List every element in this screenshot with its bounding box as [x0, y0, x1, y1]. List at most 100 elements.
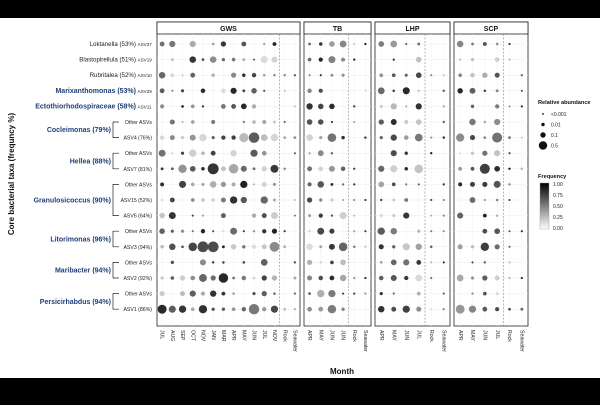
legend-size-label: 0.1 [551, 133, 558, 139]
data-point [317, 181, 324, 188]
data-point [430, 261, 433, 264]
data-point [307, 259, 313, 265]
data-point [508, 198, 511, 202]
data-point [327, 133, 337, 142]
data-point [483, 198, 486, 202]
data-point [262, 229, 267, 234]
data-point [494, 57, 500, 63]
legend-size-symbol [542, 113, 544, 115]
data-point [390, 165, 398, 173]
data-point [329, 103, 335, 110]
data-point [390, 259, 397, 266]
data-point [456, 274, 464, 282]
data-point [197, 241, 209, 253]
data-point [220, 197, 226, 203]
data-point [341, 183, 345, 186]
data-point [260, 259, 268, 266]
data-point [168, 212, 176, 220]
data-point [456, 133, 465, 142]
row-asv-label: ASV15 (52%) [121, 198, 153, 204]
data-point [319, 74, 322, 77]
row-asv-label: ASV1 (86%) [123, 307, 152, 313]
x-tick-label: APR [457, 330, 463, 341]
data-point [469, 118, 476, 126]
x-tick-label: Seawater [362, 330, 368, 352]
x-tick-label: Rock [506, 330, 512, 342]
legend-frequency-tick: 0.25 [553, 215, 563, 221]
data-point [482, 181, 488, 187]
facet-title: SCP [484, 26, 499, 33]
data-point [353, 230, 356, 233]
data-point [261, 150, 267, 156]
data-point [415, 274, 423, 282]
data-point [270, 305, 279, 313]
x-tick-label: JUN [403, 330, 409, 340]
data-point [198, 305, 208, 314]
data-point [232, 276, 235, 280]
x-tick-label: MAY [240, 330, 246, 341]
data-point [483, 261, 487, 264]
data-point [221, 245, 225, 249]
data-point [199, 259, 207, 266]
data-point [230, 244, 237, 250]
data-point [170, 58, 174, 62]
data-point [390, 119, 397, 125]
data-point [211, 307, 215, 311]
data-point [180, 151, 185, 155]
data-point [442, 230, 445, 233]
data-point [221, 291, 226, 296]
data-point [252, 167, 256, 171]
row-asv-tag: ASV27 [138, 42, 153, 47]
data-point [269, 241, 280, 252]
row-asv-label: ASV6 (64%) [123, 214, 152, 220]
data-point [293, 214, 296, 217]
data-point [391, 306, 397, 312]
x-tick-label: JUN [481, 330, 487, 340]
data-point [390, 275, 397, 281]
data-point [442, 74, 445, 77]
data-point [494, 72, 500, 78]
data-point [459, 58, 462, 61]
data-point [190, 104, 195, 109]
data-point [508, 167, 511, 171]
x-tick-label: Rock [351, 330, 357, 342]
data-point [508, 276, 511, 280]
data-point [415, 119, 422, 125]
data-point [508, 245, 511, 248]
data-point [416, 291, 421, 296]
x-tick-label: MAR [220, 330, 226, 342]
legend-frequency-title: Frequency [538, 174, 567, 180]
data-point [230, 150, 237, 157]
data-point [353, 167, 356, 171]
data-point [520, 136, 523, 139]
data-point [470, 104, 475, 109]
data-point [273, 74, 276, 77]
data-point [201, 182, 205, 186]
data-point [508, 261, 511, 264]
group-bracket [112, 293, 119, 310]
data-point [483, 120, 487, 124]
data-point [308, 292, 311, 295]
data-point [317, 227, 325, 235]
data-point [293, 308, 296, 311]
data-point [168, 305, 176, 313]
data-point [508, 136, 511, 139]
data-point [471, 42, 474, 46]
row-taxon-label: Loktanella (53%) [90, 41, 136, 48]
x-tick-label: JAN [210, 330, 216, 340]
row-asv-tag: ASV10 [138, 73, 153, 78]
data-point [402, 87, 410, 95]
data-point [242, 230, 245, 233]
data-point [271, 212, 278, 220]
data-point [494, 118, 501, 126]
data-point [306, 119, 313, 125]
data-point [307, 275, 313, 281]
data-point [330, 151, 334, 155]
data-point [392, 292, 395, 295]
data-point [457, 212, 464, 219]
data-point [508, 183, 511, 186]
data-point [392, 245, 396, 249]
data-point [211, 136, 215, 140]
data-point [508, 152, 511, 155]
x-tick-label: Seawater [440, 330, 446, 352]
